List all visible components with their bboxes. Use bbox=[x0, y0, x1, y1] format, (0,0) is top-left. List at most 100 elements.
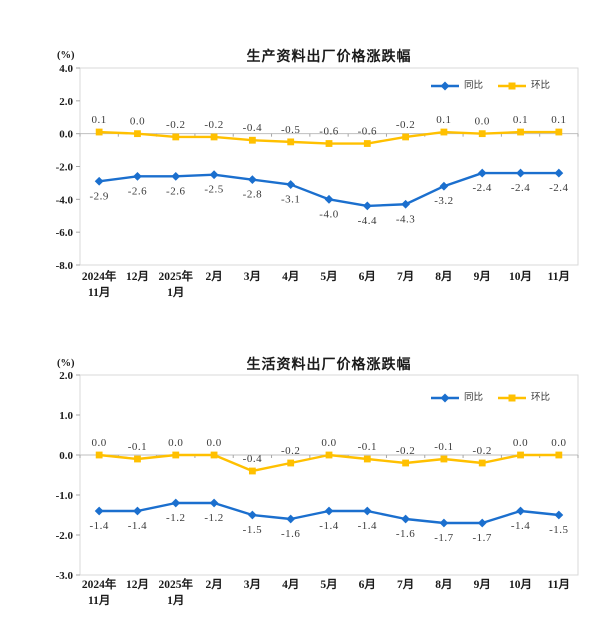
yoy-line-diamond-icon bbox=[430, 393, 459, 403]
svg-text:2月: 2月 bbox=[205, 578, 222, 591]
svg-text:-1.4: -1.4 bbox=[319, 520, 338, 532]
svg-text:7月: 7月 bbox=[397, 270, 414, 283]
svg-text:-2.9: -2.9 bbox=[89, 190, 108, 202]
y-axis-unit-label: (%) bbox=[57, 50, 75, 61]
svg-text:6月: 6月 bbox=[359, 578, 376, 591]
legend-label-yoy: 同比 bbox=[463, 392, 483, 403]
svg-text:11月: 11月 bbox=[548, 578, 570, 591]
chart-consumer-goods-price: (%) 生活资料出厂价格涨跌幅 同比 环比 2.0 1.0 0.0 -1.0 -2.0 -… bbox=[0, 352, 612, 614]
svg-text:-0.2: -0.2 bbox=[396, 119, 415, 131]
svg-text:-3.2: -3.2 bbox=[434, 195, 453, 207]
svg-text:2025年: 2025年 bbox=[159, 577, 194, 591]
svg-text:6月: 6月 bbox=[359, 270, 376, 283]
svg-text:-0.6: -0.6 bbox=[358, 126, 377, 138]
legend-label-mom: 环比 bbox=[530, 392, 550, 403]
legend-item-mom: 环比 bbox=[497, 393, 550, 403]
svg-text:0.0: 0.0 bbox=[59, 129, 73, 141]
svg-text:1月: 1月 bbox=[167, 594, 184, 607]
svg-text:0.1: 0.1 bbox=[551, 114, 566, 126]
svg-text:-0.2: -0.2 bbox=[166, 119, 185, 131]
svg-text:-1.5: -1.5 bbox=[243, 524, 262, 536]
svg-text:-3.1: -3.1 bbox=[281, 194, 300, 206]
svg-text:11月: 11月 bbox=[548, 270, 570, 283]
legend-label-mom: 环比 bbox=[530, 80, 550, 91]
svg-text:1月: 1月 bbox=[167, 286, 184, 299]
svg-text:-6.0: -6.0 bbox=[56, 227, 74, 239]
svg-text:2025年: 2025年 bbox=[159, 269, 194, 283]
svg-text:-1.4: -1.4 bbox=[128, 520, 147, 532]
svg-text:3月: 3月 bbox=[244, 578, 261, 591]
chart-title: 生产资料出厂价格涨跌幅 bbox=[246, 48, 412, 64]
svg-text:0.1: 0.1 bbox=[92, 114, 107, 126]
svg-text:9月: 9月 bbox=[474, 578, 491, 591]
svg-text:-1.6: -1.6 bbox=[396, 528, 415, 540]
svg-text:-2.6: -2.6 bbox=[128, 185, 147, 197]
producer-goods-line-plot: 4.0 2.0 0.0 -2.0 -4.0 -6.0 -8.0 -2.9 -2.6 -2.6 -2.… bbox=[56, 63, 579, 299]
consumer-goods-line-plot: 2.0 1.0 0.0 -1.0 -2.0 -3.0 -1.4 -1.4 -1.2 -1.2 -1.… bbox=[56, 370, 579, 607]
svg-text:10月: 10月 bbox=[509, 270, 532, 283]
svg-text:2024年: 2024年 bbox=[82, 269, 117, 283]
svg-text:-4.3: -4.3 bbox=[396, 213, 415, 225]
svg-text:0.0: 0.0 bbox=[59, 450, 73, 462]
svg-text:12月: 12月 bbox=[126, 578, 149, 591]
svg-text:-1.4: -1.4 bbox=[358, 520, 377, 532]
svg-text:-4.0: -4.0 bbox=[56, 194, 74, 206]
svg-text:7月: 7月 bbox=[397, 578, 414, 591]
svg-text:4月: 4月 bbox=[282, 270, 299, 283]
legend-label-yoy: 同比 bbox=[463, 80, 483, 91]
svg-text:-1.5: -1.5 bbox=[549, 524, 568, 536]
legend-item-mom: 环比 bbox=[497, 81, 550, 91]
svg-text:0.0: 0.0 bbox=[513, 437, 528, 449]
svg-text:-4.4: -4.4 bbox=[358, 215, 377, 227]
svg-text:-3.0: -3.0 bbox=[56, 570, 74, 582]
svg-text:-1.4: -1.4 bbox=[89, 520, 108, 532]
svg-text:-0.6: -0.6 bbox=[319, 126, 338, 138]
svg-text:2.0: 2.0 bbox=[59, 370, 73, 382]
svg-text:5月: 5月 bbox=[320, 270, 337, 283]
svg-text:8月: 8月 bbox=[435, 270, 452, 283]
svg-text:-1.7: -1.7 bbox=[473, 532, 492, 544]
svg-text:0.0: 0.0 bbox=[475, 116, 490, 128]
svg-text:-2.0: -2.0 bbox=[56, 530, 74, 542]
svg-text:-0.2: -0.2 bbox=[396, 445, 415, 457]
legend: 同比 环比 bbox=[430, 81, 550, 91]
svg-text:-0.2: -0.2 bbox=[281, 445, 300, 457]
svg-text:11月: 11月 bbox=[88, 286, 110, 299]
svg-text:0.1: 0.1 bbox=[436, 114, 451, 126]
svg-text:5月: 5月 bbox=[320, 578, 337, 591]
svg-text:0.0: 0.0 bbox=[168, 437, 183, 449]
svg-text:-0.2: -0.2 bbox=[473, 445, 492, 457]
svg-text:1.0: 1.0 bbox=[59, 410, 73, 422]
svg-text:-1.2: -1.2 bbox=[204, 512, 223, 524]
svg-text:-0.4: -0.4 bbox=[243, 453, 262, 465]
svg-text:-2.4: -2.4 bbox=[511, 182, 530, 194]
chart-producer-goods-price: (%) 生产资料出厂价格涨跌幅 同比 环比 4.0 2.0 0.0 -2.0 -4.0 -… bbox=[0, 44, 612, 300]
svg-text:0.1: 0.1 bbox=[513, 114, 528, 126]
svg-text:-0.1: -0.1 bbox=[128, 441, 147, 453]
svg-text:0.0: 0.0 bbox=[551, 437, 566, 449]
svg-text:0.0: 0.0 bbox=[206, 437, 221, 449]
mom-line-square-icon bbox=[497, 82, 526, 90]
svg-text:-2.4: -2.4 bbox=[473, 182, 492, 194]
svg-text:-2.5: -2.5 bbox=[204, 184, 223, 196]
svg-text:-2.0: -2.0 bbox=[56, 162, 74, 174]
svg-text:9月: 9月 bbox=[474, 270, 491, 283]
svg-text:12月: 12月 bbox=[126, 270, 149, 283]
legend-item-yoy: 同比 bbox=[430, 81, 483, 91]
svg-text:-0.5: -0.5 bbox=[281, 124, 300, 136]
svg-text:-1.7: -1.7 bbox=[434, 532, 453, 544]
svg-text:4.0: 4.0 bbox=[59, 63, 73, 75]
svg-text:-1.2: -1.2 bbox=[166, 512, 185, 524]
svg-text:-2.6: -2.6 bbox=[166, 185, 185, 197]
svg-text:0.0: 0.0 bbox=[130, 116, 145, 128]
chart-title: 生活资料出厂价格涨跌幅 bbox=[246, 356, 412, 372]
svg-text:-1.6: -1.6 bbox=[281, 528, 300, 540]
svg-text:-1.4: -1.4 bbox=[511, 520, 530, 532]
svg-text:8月: 8月 bbox=[435, 578, 452, 591]
svg-text:-4.0: -4.0 bbox=[319, 208, 338, 220]
svg-text:-2.4: -2.4 bbox=[549, 182, 568, 194]
svg-text:2024年: 2024年 bbox=[82, 577, 117, 591]
svg-text:-0.1: -0.1 bbox=[358, 441, 377, 453]
y-axis-unit-label: (%) bbox=[57, 358, 75, 369]
